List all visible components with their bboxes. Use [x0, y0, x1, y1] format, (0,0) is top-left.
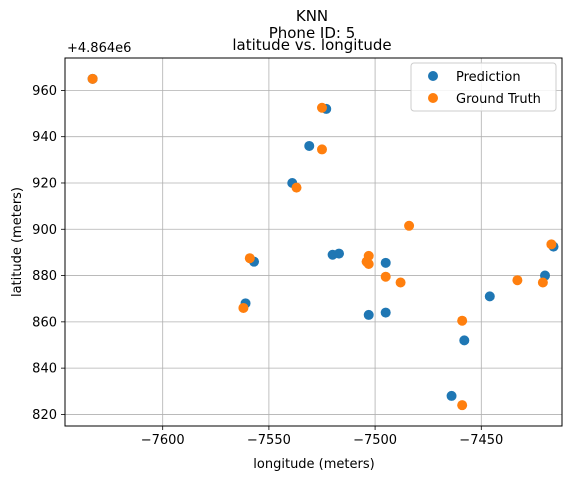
legend-label-prediction: Prediction [456, 70, 521, 85]
chart-title: latitude vs. longitude [232, 36, 391, 54]
figure-suptitle: KNN [296, 7, 328, 25]
y-tick-label: 840 [32, 362, 57, 377]
ground-truth-point [316, 144, 327, 155]
legend-box [410, 62, 557, 112]
legend-label-ground-truth: Ground Truth [456, 92, 541, 107]
y-tick-label: 880 [32, 269, 57, 284]
ground-truth-point [87, 73, 98, 84]
prediction-point [333, 248, 344, 259]
x-tick-label: −7450 [459, 433, 503, 448]
ground-truth-point [316, 102, 327, 113]
ground-truth-point [238, 302, 249, 313]
prediction-point [484, 291, 495, 302]
ground-truth-point [363, 258, 374, 269]
y-offset-label: +4.864e6 [67, 41, 131, 56]
legend-marker-prediction [428, 71, 438, 81]
ground-truth-point [537, 277, 548, 288]
ground-truth-point [244, 253, 255, 264]
x-axis-ticks: −7600 −7550 −7500 −7450 [141, 426, 503, 448]
plot-frame [64, 57, 563, 427]
prediction-point [304, 140, 315, 151]
prediction-point [380, 307, 391, 318]
ground-truth-point [457, 315, 468, 326]
prediction-point [459, 335, 470, 346]
y-tick-label: 820 [32, 408, 57, 423]
legend: Prediction Ground Truth [410, 62, 557, 112]
y-tick-label: 920 [32, 176, 57, 191]
ground-truth-point [404, 220, 415, 231]
x-tick-label: −7600 [141, 433, 185, 448]
ground-truth-point [457, 400, 468, 411]
ground-truth-point [291, 182, 302, 193]
prediction-point [446, 390, 457, 401]
x-tick-label: −7500 [353, 433, 397, 448]
y-tick-label: 900 [32, 223, 57, 238]
y-axis-ticks: 820 840 860 880 900 920 940 960 [32, 84, 65, 423]
y-tick-label: 860 [32, 315, 57, 330]
y-tick-label: 960 [32, 84, 57, 99]
x-axis-label: longitude (meters) [253, 457, 374, 472]
x-tick-label: −7550 [247, 433, 291, 448]
prediction-point [363, 309, 374, 320]
legend-marker-ground-truth [428, 93, 438, 103]
y-axis-label: latitude (meters) [10, 187, 25, 297]
y-tick-label: 940 [32, 130, 57, 145]
prediction-point [380, 257, 391, 268]
ground-truth-point [546, 239, 557, 250]
ground-truth-point [512, 275, 523, 286]
figure-subtitle: Phone ID: 5 [269, 24, 356, 42]
data-points [87, 73, 559, 411]
ground-truth-point [395, 277, 406, 288]
ground-truth-point [380, 271, 391, 282]
